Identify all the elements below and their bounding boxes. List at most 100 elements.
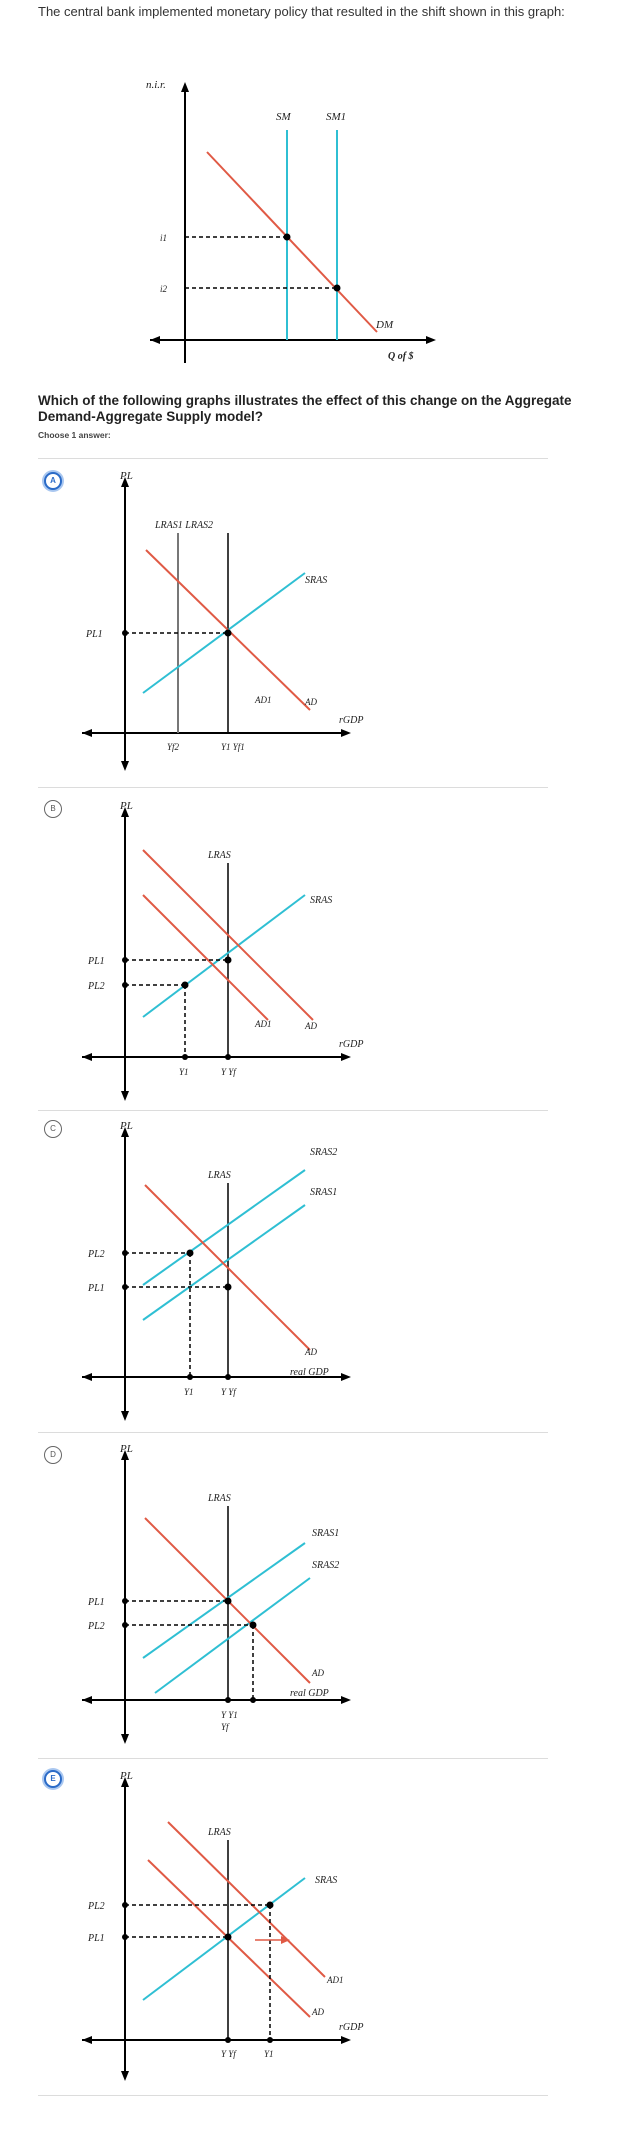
pl2-label: PL2	[87, 1901, 105, 1912]
y-axis-label: PL	[119, 470, 133, 482]
ad1-line	[142, 894, 269, 1021]
option-c-graph[interactable]: PL LRAS SRAS2 SRAS1 AD real GDP PL2 PL1 …	[0, 1115, 619, 1435]
x-axis-left-arrow-icon	[82, 1053, 92, 1061]
x-axis-left-arrow-icon	[82, 729, 92, 737]
option-b-radio[interactable]: B	[44, 800, 62, 818]
x-axis-left-arrow-icon	[82, 1696, 92, 1704]
sras-label: SRAS	[305, 575, 327, 586]
option-d-graph[interactable]: PL LRAS SRAS1 SRAS2 AD real GDP PL1 PL2 …	[0, 1438, 619, 1758]
sras1-line	[142, 1204, 306, 1321]
question-prompt: Which of the following graphs illustrate…	[38, 393, 572, 424]
option-a-graph[interactable]: PL LRAS1 LRAS2 SRAS AD1 AD rGDP PL1 Yf2 …	[0, 465, 619, 785]
divider	[38, 787, 548, 788]
x-axis-right-arrow-icon	[426, 336, 436, 344]
option-d-radio[interactable]: D	[44, 1446, 62, 1464]
axis-point	[187, 1374, 193, 1380]
ad-label: AD	[304, 1347, 317, 1357]
new-equilibrium-point	[266, 1901, 274, 1909]
radio-letter: D	[50, 1450, 56, 1459]
axis-point	[225, 2037, 231, 2043]
option-c-radio[interactable]: C	[44, 1120, 62, 1138]
y-axis-arrow-icon	[181, 82, 189, 92]
pl1-label: PL1	[87, 1283, 105, 1294]
axis-point	[122, 957, 128, 963]
ad-line	[142, 849, 314, 1021]
sras2-line	[142, 1169, 306, 1286]
x-axis-label: rGDP	[339, 2022, 363, 2033]
option-b-graph[interactable]: PL LRAS SRAS AD1 AD rGDP PL1 PL2 Y1 Y Yf	[0, 795, 619, 1115]
supply-label: SM	[276, 111, 292, 123]
option-a-radio[interactable]: A	[44, 472, 62, 490]
new-equilibrium-point	[249, 1621, 257, 1629]
sras-line	[142, 1877, 306, 2001]
ad-label: AD	[304, 1021, 317, 1031]
axis-point	[182, 1054, 188, 1060]
sras1-label: SRAS1	[312, 1528, 339, 1539]
yf-label: Y Yf	[221, 1387, 237, 1397]
lras-label: LRAS	[207, 1170, 231, 1181]
pl2-label: PL2	[87, 981, 105, 992]
y-axis-down-arrow-icon	[121, 2071, 129, 2081]
pl1-label: PL1	[87, 1597, 105, 1608]
y1-label: Y1	[264, 2049, 274, 2059]
x-axis-label: real GDP	[290, 1688, 329, 1699]
axis-point	[250, 1697, 256, 1703]
ad1-line	[167, 1821, 326, 1978]
ad1-label: AD1	[254, 1019, 272, 1029]
equilibrium-point	[224, 629, 232, 637]
money-demand-line	[206, 151, 378, 333]
y-axis-down-arrow-icon	[121, 1411, 129, 1421]
axis-point	[122, 1250, 128, 1256]
y-axis-down-arrow-icon	[121, 1734, 129, 1744]
pl2-label: PL2	[87, 1621, 105, 1632]
pl2-label: PL2	[87, 1249, 105, 1260]
x-axis-label: Q of $	[388, 351, 414, 362]
y-axis-down-arrow-icon	[121, 761, 129, 771]
sras-label: SRAS	[315, 1875, 337, 1886]
ad-label: AD	[311, 1668, 324, 1678]
sras2-label: SRAS2	[310, 1147, 337, 1158]
y-axis-label: PL	[119, 800, 133, 812]
axis-point	[225, 1374, 231, 1380]
rate-1-label: i1	[160, 233, 167, 243]
x-axis-right-arrow-icon	[341, 2036, 351, 2044]
pl1-label: PL1	[85, 629, 103, 640]
demand-label: DM	[375, 319, 394, 331]
y1-label: Y Y1	[221, 1710, 238, 1720]
axis-point	[225, 1054, 231, 1060]
ad-line	[144, 1184, 311, 1351]
rate-2-label: i2	[160, 284, 168, 294]
lras-label: LRAS1 LRAS2	[154, 520, 213, 531]
divider	[38, 1432, 548, 1433]
axis-point	[122, 1934, 128, 1940]
equilibrium-point	[224, 956, 232, 964]
sras-line	[142, 894, 306, 1018]
x-axis-label: rGDP	[339, 1039, 363, 1050]
lras-label: LRAS	[207, 850, 231, 861]
y-axis-arrow-icon	[121, 1127, 129, 1137]
y-axis-down-arrow-icon	[121, 1091, 129, 1101]
equilibrium-point	[283, 233, 291, 241]
equilibrium-point	[224, 1597, 232, 1605]
option-e-graph[interactable]: PL LRAS SRAS AD1 AD rGDP PL2 PL1 Y1 Y Yf	[0, 1765, 619, 2095]
radio-letter: B	[50, 804, 56, 813]
x-axis-label: real GDP	[290, 1367, 329, 1378]
axis-point	[122, 1902, 128, 1908]
new-equilibrium-point	[181, 981, 189, 989]
radio-letter: C	[50, 1124, 56, 1133]
option-e-radio[interactable]: E	[44, 1770, 62, 1788]
x-axis-left-arrow-icon	[150, 336, 160, 344]
y-axis-label: n.i.r.	[146, 79, 166, 91]
ad1-label: AD1	[254, 695, 272, 705]
x-axis-right-arrow-icon	[341, 1053, 351, 1061]
yf-label: Yf	[221, 1722, 230, 1732]
axis-point	[122, 982, 128, 988]
question-text: The central bank implemented monetary po…	[38, 4, 565, 19]
supply-1-label: SM1	[326, 111, 346, 123]
lras-label: LRAS	[207, 1827, 231, 1838]
axis-point	[122, 1284, 128, 1290]
x-axis-left-arrow-icon	[82, 1373, 92, 1381]
pl1-label: PL1	[87, 1933, 105, 1944]
ad1-label: AD1	[326, 1975, 344, 1985]
x-axis-label: rGDP	[339, 715, 363, 726]
